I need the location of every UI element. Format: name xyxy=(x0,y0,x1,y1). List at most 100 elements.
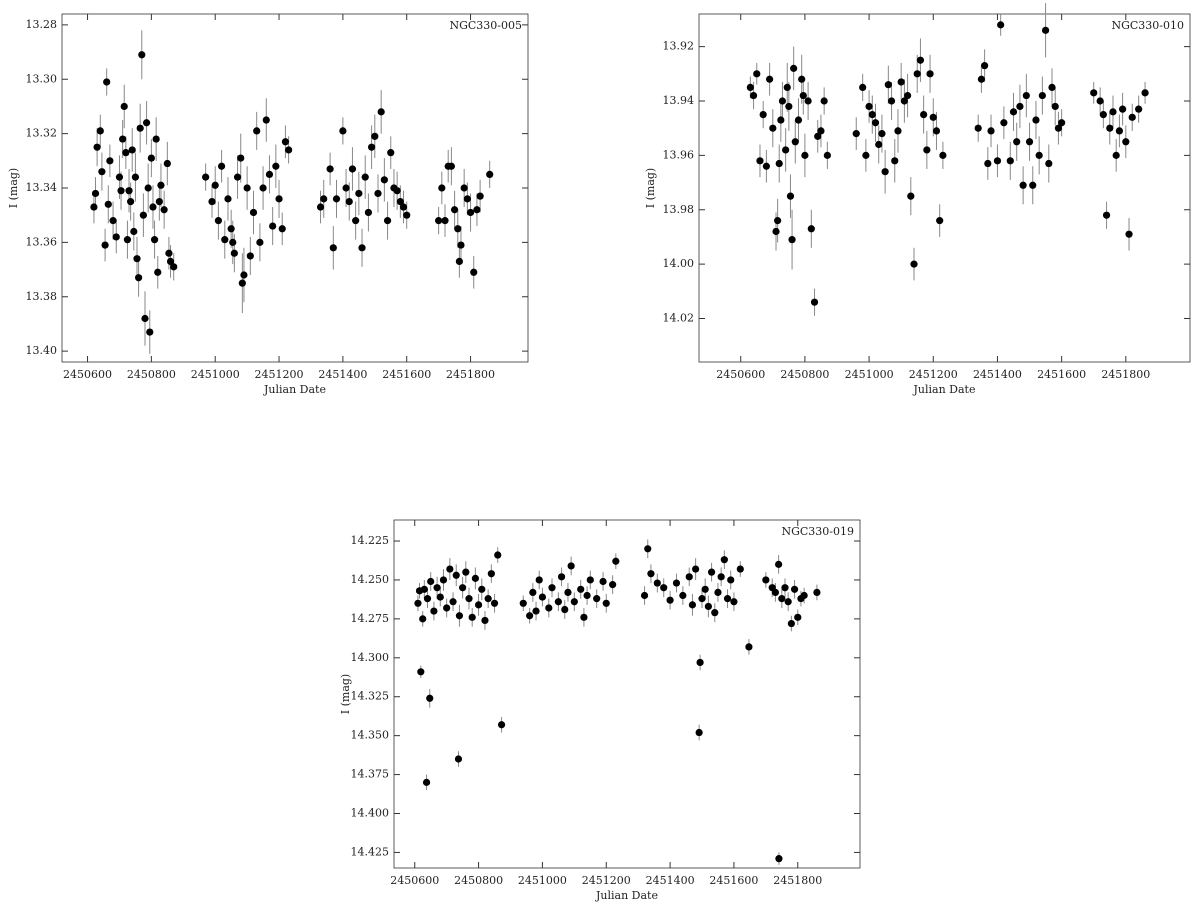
data-point xyxy=(538,593,547,601)
data-point xyxy=(426,694,434,702)
data-point xyxy=(1048,83,1056,92)
data-point xyxy=(932,127,941,135)
data-point xyxy=(593,595,601,603)
data-point xyxy=(1019,181,1027,189)
x-tick-label: 2450800 xyxy=(127,368,176,381)
data-point xyxy=(476,192,484,200)
data-point xyxy=(138,51,146,59)
data-point xyxy=(791,138,799,146)
data-point xyxy=(262,116,270,124)
data-point xyxy=(810,298,819,306)
data-point xyxy=(939,151,947,159)
data-point xyxy=(698,595,706,603)
data-point xyxy=(103,78,111,86)
data-point xyxy=(115,173,124,181)
data-point xyxy=(701,585,709,593)
data-point xyxy=(383,217,392,225)
data-point xyxy=(355,189,363,198)
data-point xyxy=(256,238,264,246)
data-point xyxy=(794,116,803,124)
data-point xyxy=(481,616,489,625)
data-point xyxy=(804,97,812,105)
data-point xyxy=(997,21,1005,29)
data-point xyxy=(987,127,995,135)
data-point xyxy=(484,595,492,603)
data-point xyxy=(775,855,783,863)
x-tick-label: 2451600 xyxy=(709,874,758,887)
data-point xyxy=(1115,127,1123,135)
data-point xyxy=(160,206,168,214)
data-point xyxy=(238,279,246,287)
data-point xyxy=(814,132,822,140)
data-point xyxy=(1112,151,1120,159)
y-tick-label: 14.425 xyxy=(351,845,390,858)
data-point xyxy=(265,170,274,179)
data-point xyxy=(784,598,792,606)
data-point xyxy=(884,81,892,89)
data-point xyxy=(465,595,473,603)
y-tick-label: 13.38 xyxy=(26,290,58,303)
data-point xyxy=(259,184,267,192)
data-point xyxy=(897,78,905,86)
data-point xyxy=(147,154,155,162)
data-point xyxy=(798,75,806,83)
data-point xyxy=(454,755,463,763)
data-point xyxy=(714,588,722,597)
x-tick-label: 2451800 xyxy=(446,368,495,381)
data-point xyxy=(783,83,791,92)
data-point xyxy=(794,613,802,621)
data-point xyxy=(119,135,127,143)
data-point xyxy=(881,168,889,176)
data-point xyxy=(123,236,132,244)
y-tick-label: 14.225 xyxy=(351,534,390,547)
data-point xyxy=(454,225,462,233)
data-point xyxy=(1054,124,1063,132)
data-point xyxy=(564,588,572,597)
data-point xyxy=(871,119,880,127)
data-point xyxy=(422,778,431,786)
data-point xyxy=(141,314,149,323)
data-point xyxy=(746,83,754,92)
x-tick-label: 2450600 xyxy=(63,368,112,381)
data-point xyxy=(202,173,210,181)
data-point xyxy=(753,70,761,78)
data-point xyxy=(717,573,725,581)
data-point xyxy=(487,570,495,578)
data-point xyxy=(984,159,992,168)
data-point xyxy=(494,551,502,559)
data-point xyxy=(736,565,744,573)
data-point xyxy=(774,217,782,225)
data-point xyxy=(214,217,222,225)
data-point xyxy=(146,328,154,336)
x-axis-label: Julian Date xyxy=(913,383,976,396)
data-point xyxy=(419,615,427,623)
data-point xyxy=(894,127,902,135)
data-point xyxy=(778,97,787,105)
data-point xyxy=(459,584,467,592)
data-point xyxy=(644,545,652,553)
data-point xyxy=(468,613,476,621)
data-point xyxy=(1035,151,1043,159)
data-point xyxy=(679,591,687,600)
data-point xyxy=(730,598,738,606)
data-point xyxy=(900,97,908,105)
data-point xyxy=(1000,119,1008,127)
data-point xyxy=(227,225,235,233)
data-point xyxy=(936,217,944,225)
data-point xyxy=(120,102,128,111)
data-point xyxy=(672,579,681,587)
data-point xyxy=(653,579,661,587)
data-point xyxy=(96,127,104,135)
x-tick-label: 2450600 xyxy=(390,874,439,887)
data-point xyxy=(364,208,373,217)
data-point xyxy=(229,238,237,246)
data-point xyxy=(414,599,422,607)
data-point xyxy=(799,91,807,100)
data-point xyxy=(478,585,486,593)
y-tick-label: 13.96 xyxy=(663,148,695,161)
data-point xyxy=(122,149,130,157)
data-point xyxy=(1045,159,1053,168)
y-tick-label: 13.34 xyxy=(26,181,58,194)
data-point xyxy=(430,607,438,615)
x-tick-label: 2451000 xyxy=(518,874,567,887)
